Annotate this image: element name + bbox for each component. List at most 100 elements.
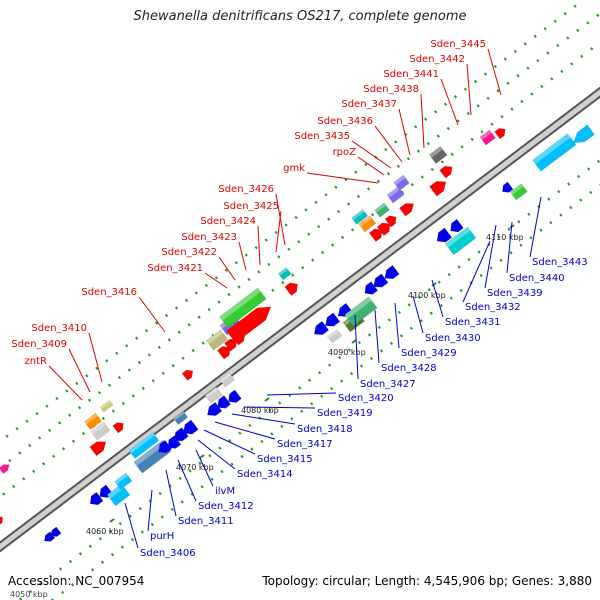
guide-dot [174, 306, 179, 310]
guide-dot [207, 307, 211, 312]
gene-feature [509, 183, 528, 201]
guide-dot [127, 368, 131, 372]
guide-dot [121, 401, 125, 406]
guide-dot [569, 205, 573, 210]
guide-dot [128, 514, 132, 518]
guide-dot [580, 54, 584, 58]
kbp-tick-label: 4110 kbp [486, 233, 524, 242]
guide-dot [301, 265, 305, 270]
guide-dot [409, 326, 413, 330]
guide-dot [298, 386, 302, 390]
gene-feature [444, 226, 477, 256]
guide-dot [28, 443, 32, 448]
reverse-label-leader [177, 459, 197, 502]
guide-dot [188, 469, 192, 473]
gene-feature-shine [99, 400, 111, 410]
gene-feature [228, 389, 242, 403]
forward-label-leader [440, 78, 459, 126]
gene-feature [393, 174, 410, 191]
gene-feature [364, 281, 379, 295]
guide-dot [18, 451, 22, 455]
label-leaders [48, 48, 542, 549]
guide-dot [280, 424, 284, 429]
guide-dot [5, 434, 9, 438]
guide-dot [536, 58, 540, 63]
gene-feature-shine [114, 473, 128, 485]
guide-dot [540, 84, 544, 89]
gene-feature [502, 181, 514, 193]
guide-dot [426, 141, 430, 146]
guide-dot [396, 164, 401, 168]
guide-dot [446, 126, 450, 131]
reverse-label-leader [203, 429, 256, 455]
guide-dot [507, 227, 511, 231]
guide-dot [8, 458, 12, 463]
guide-dot [181, 356, 185, 360]
guide-dot [347, 348, 352, 352]
guide-dot [476, 104, 480, 108]
forward-label-leader [398, 108, 411, 156]
guide-dot [550, 77, 554, 81]
guide-dot [75, 381, 79, 386]
guide-dot [466, 111, 470, 116]
guide-dot [560, 69, 564, 74]
forward-gene-label: Sden_3425 [223, 201, 279, 212]
forward-gene-label: rpoZ [333, 147, 357, 158]
guide-dot [308, 378, 312, 382]
guide-dot [506, 81, 510, 85]
guide-dot [439, 304, 443, 308]
forward-label-leader [257, 225, 261, 266]
guide-dot [42, 462, 46, 466]
gene-feature [572, 124, 595, 144]
forward-gene-label: Sden_3410 [31, 323, 87, 334]
guide-dot [327, 217, 331, 221]
guide-dot [98, 537, 102, 541]
guide-dot [479, 273, 483, 278]
gene-feature-shine [386, 186, 401, 198]
guide-dot [29, 589, 33, 594]
guide-dot [97, 390, 102, 395]
forward-gene-label: Sden_3422 [161, 247, 217, 258]
guide-dot [437, 280, 441, 284]
guide-dot [311, 258, 315, 262]
guide-dot [516, 74, 520, 78]
guide-dot [573, 4, 577, 8]
cutoff-tick-label: 4050 kbp [10, 590, 48, 599]
gene-feature [90, 421, 111, 441]
guide-dot [170, 507, 174, 512]
guide-dot [310, 402, 314, 406]
guide-dot [247, 277, 251, 282]
gene-feature [532, 133, 577, 172]
reverse-label-leader [243, 406, 316, 409]
reverse-gene-label: Sden_3411 [178, 516, 234, 527]
gene-feature-shine [219, 372, 232, 383]
forward-label-leader [138, 296, 166, 333]
reverse-gene-label: Sden_3412 [198, 501, 254, 512]
guide-dot [414, 125, 418, 129]
guide-dot [553, 19, 557, 23]
forward-gene-label: Sden_3435 [294, 131, 350, 142]
forward-label-leader [88, 332, 103, 383]
guide-dot [549, 221, 553, 225]
forward-gene-label: Sden_3437 [341, 99, 397, 110]
guide-dot [539, 228, 543, 232]
gene-feature [167, 435, 182, 449]
guide-dot [387, 318, 391, 322]
guide-dot [157, 345, 161, 350]
guide-dot [586, 21, 590, 25]
guide-dot [254, 245, 258, 250]
guide-dot [590, 47, 594, 51]
reverse-label-leader [484, 224, 497, 289]
guide-dot [340, 379, 344, 383]
forward-label-leader [466, 63, 472, 116]
gene-feature-shine [445, 226, 471, 248]
guide-dot [433, 110, 438, 114]
guide-dot [58, 421, 62, 425]
guide-dot [500, 115, 504, 119]
guide-dot [317, 224, 321, 229]
guide-dot [530, 92, 534, 96]
guide-dot [483, 72, 487, 76]
guide-dot [496, 89, 500, 93]
guide-dot [160, 515, 164, 519]
gene-feature [494, 128, 506, 140]
